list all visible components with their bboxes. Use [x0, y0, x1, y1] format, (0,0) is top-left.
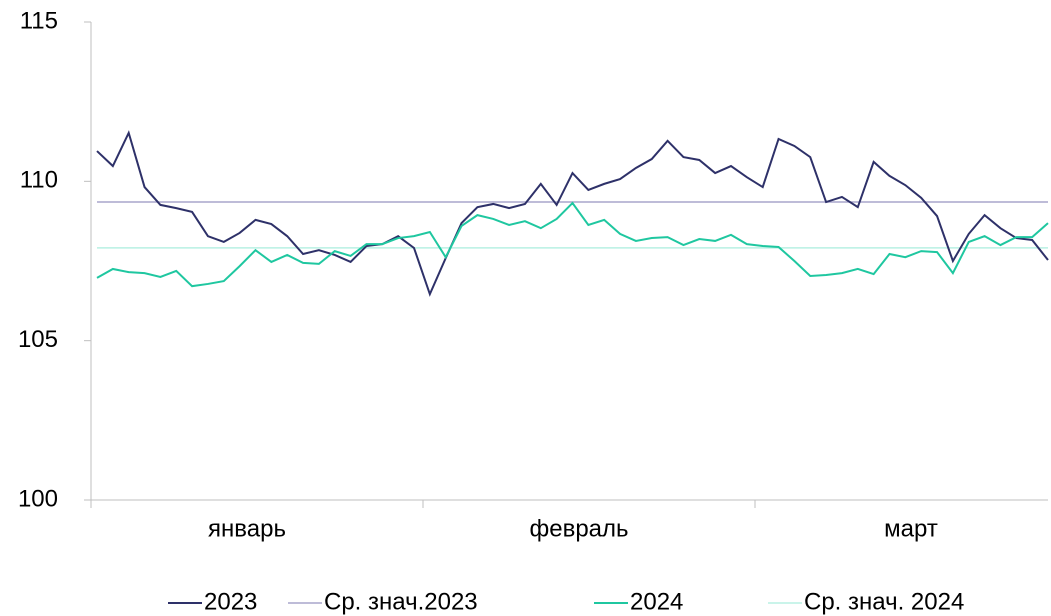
- series-line: [96, 201, 1049, 288]
- x-tick-label: февраль: [529, 515, 628, 542]
- legend-label: 2023: [204, 588, 257, 615]
- x-tick-label: январь: [208, 515, 286, 542]
- legend-label: Ср. знач. 2024: [804, 588, 964, 615]
- y-tick-label: 105: [18, 326, 58, 353]
- legend-label: Ср. знач.2023: [324, 588, 478, 615]
- legend-label: 2024: [630, 588, 683, 615]
- x-tick-label: март: [884, 515, 938, 542]
- series-line: [96, 130, 1049, 297]
- y-tick-label: 100: [18, 485, 58, 512]
- y-tick-label: 110: [20, 167, 58, 194]
- y-tick-label: 115: [20, 7, 58, 34]
